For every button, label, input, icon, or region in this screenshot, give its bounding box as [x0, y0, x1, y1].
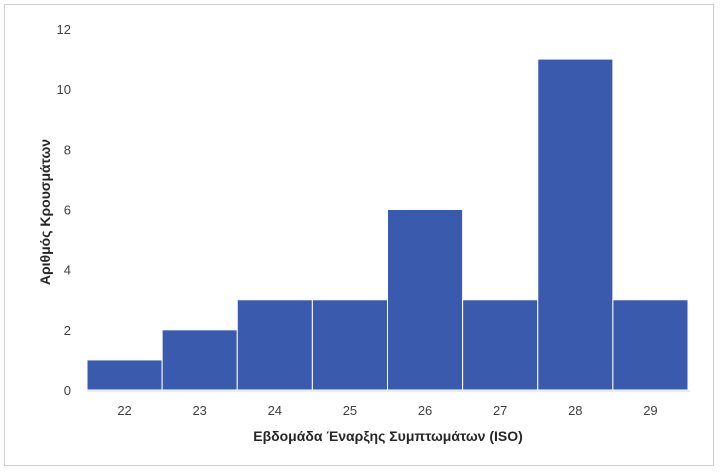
y-tick-label: 6 — [64, 203, 71, 218]
bar-week-29 — [612, 299, 689, 391]
y-tick-label: 8 — [64, 142, 71, 157]
bar-week-25 — [311, 299, 388, 391]
chart-frame: 0 2 4 6 8 10 12 22 23 24 25 26 27 28 29 Εβδομάδα Έναρ… — [4, 4, 714, 466]
y-axis-ticks: 0 2 4 6 8 10 12 — [57, 22, 71, 398]
x-axis-ticks: 22 23 24 25 26 27 28 29 — [117, 403, 657, 418]
x-tick-label: 28 — [568, 403, 582, 418]
x-axis-title: Εβδομάδα Έναρξης Συμπτωμάτων (ISO) — [253, 428, 523, 444]
bars-group — [86, 58, 689, 391]
bar-week-26 — [387, 209, 464, 391]
x-tick-label: 25 — [343, 403, 357, 418]
bar-week-27 — [462, 299, 539, 391]
x-tick-label: 29 — [643, 403, 657, 418]
bar-week-28 — [537, 58, 614, 391]
bar-week-23 — [161, 329, 238, 391]
x-tick-label: 24 — [268, 403, 282, 418]
x-tick-label: 26 — [418, 403, 432, 418]
x-tick-label: 23 — [192, 403, 206, 418]
y-tick-label: 12 — [57, 22, 71, 37]
y-tick-label: 10 — [57, 82, 71, 97]
y-axis-title: Αριθμός Κρουσμάτων — [37, 139, 53, 285]
x-tick-label: 27 — [493, 403, 507, 418]
y-tick-label: 2 — [64, 323, 71, 338]
y-tick-label: 4 — [64, 263, 71, 278]
x-tick-label: 22 — [117, 403, 131, 418]
y-tick-label: 0 — [64, 383, 71, 398]
bar-week-24 — [236, 299, 313, 391]
bar-week-22 — [86, 359, 163, 391]
